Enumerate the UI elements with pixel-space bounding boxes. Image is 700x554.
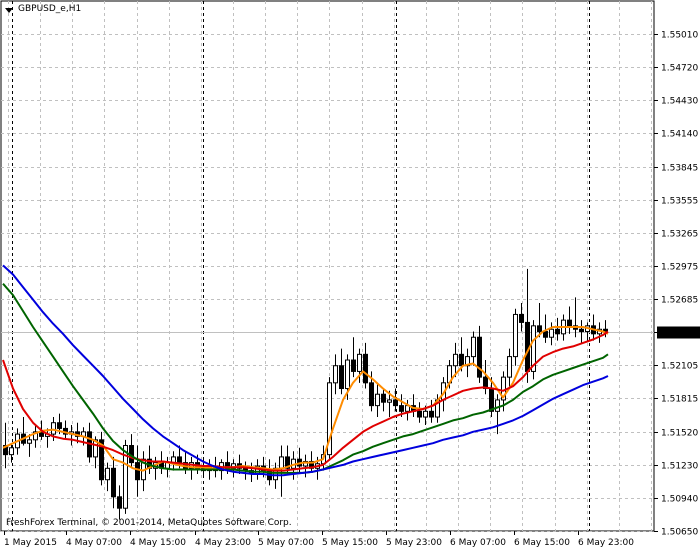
bull-candle-body [423,410,428,418]
y-tick-label: 1.51520 [661,429,698,439]
bear-candle-body [489,388,494,412]
y-tick-label: 1.51230 [661,462,698,472]
chart-symbol-title: GBPUSD_e,H1 [18,4,82,14]
x-tick-label: 5 May 23:00 [386,538,442,548]
bull-candle-body [453,353,458,367]
y-tick-label: 1.55010 [661,31,698,41]
bear-candle-body [57,422,62,429]
x-tick-label: 5 May 07:00 [258,538,314,548]
bull-candle-body [549,328,554,338]
bull-candle-body [471,336,476,358]
bull-candle-body [333,365,338,384]
y-tick-label: 1.53845 [661,164,698,174]
bull-candle-body [303,460,308,467]
x-tick-label: 1 May 2015 [4,538,57,548]
y-tick-label: 1.52975 [661,263,698,273]
x-tick-label: 6 May 15:00 [514,538,570,548]
y-tick-label: 1.53265 [661,230,698,240]
bear-candle-body [363,353,368,384]
bear-candle-body [519,313,524,323]
bull-candle-body [93,439,98,458]
y-tick-label: 1.51815 [661,395,698,405]
bear-candle-body [429,410,434,418]
y-tick-label: 1.54140 [661,130,698,140]
bear-candle-body [285,456,290,469]
bear-candle-body [351,359,356,372]
bear-candle-body [177,456,182,464]
bull-candle-body [375,393,380,407]
bull-candle-body [513,313,518,358]
bear-candle-body [117,496,122,509]
moving-average-line-ma_slow3 [2,264,609,477]
bull-candle-body [33,431,38,441]
bear-candle-body [417,410,422,418]
bear-candle-body [579,328,584,333]
bull-candle-body [357,353,362,372]
bear-candle-body [537,325,542,333]
bear-candle-body [477,336,482,378]
chart-menu-triangle-icon[interactable] [5,8,13,13]
bull-candle-body [9,447,14,456]
bear-candle-body [369,382,374,407]
bull-candle-body [27,439,32,444]
y-tick-label: 1.54430 [661,97,698,107]
x-tick-label: 4 May 23:00 [195,538,251,548]
bear-candle-body [135,462,140,481]
y-tick-label: 1.52105 [661,362,698,372]
bull-candle-body [387,399,392,403]
bear-candle-body [339,365,344,390]
bull-candle-body [507,356,512,378]
current-price-label: 1.52394 [661,329,698,339]
bear-candle-body [555,328,560,335]
x-tick-label: 4 May 07:00 [66,538,122,548]
bear-candle-body [3,445,8,456]
moving-average-line-ma_slow1 [2,330,609,472]
bull-candle-body [279,456,284,469]
bull-candle-body [345,359,350,390]
y-tick-label: 1.50650 [661,528,698,538]
copyright-notice: FreshForex Terminal, © 2001-2014, MetaQu… [6,518,292,528]
bull-candle-body [501,376,506,401]
bear-candle-body [99,439,104,481]
bull-candle-body [531,325,536,372]
y-tick-label: 1.50940 [661,495,698,505]
bear-candle-body [567,319,572,327]
bear-candle-body [543,331,548,338]
bear-candle-body [381,393,386,403]
y-tick-label: 1.53555 [661,197,698,207]
bull-candle-body [495,399,500,412]
x-tick-label: 6 May 07:00 [450,538,506,548]
x-tick-label: 5 May 15:00 [322,538,378,548]
x-tick-label: 4 May 15:00 [130,538,186,548]
current-price-tag [657,326,700,339]
y-tick-label: 1.52685 [661,296,698,306]
bear-candle-body [111,467,116,498]
x-tick-label: 6 May 23:00 [578,538,634,548]
bull-candle-body [105,467,110,481]
bear-candle-body [459,353,464,367]
bear-candle-body [225,462,230,469]
y-tick-label: 1.54720 [661,64,698,74]
bear-candle-body [603,328,608,333]
bull-candle-body [327,382,332,456]
bull-candle-body [123,445,128,509]
bear-candle-body [393,399,398,407]
bull-candle-body [51,422,56,435]
bear-candle-body [399,405,404,412]
